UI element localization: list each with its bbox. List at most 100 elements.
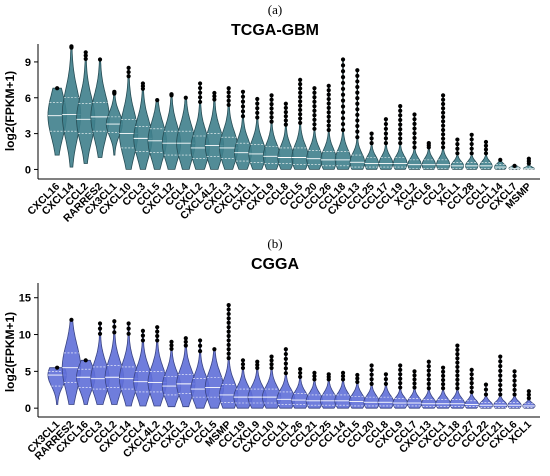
outlier-point <box>412 117 417 122</box>
violin-shape <box>90 59 110 158</box>
outlier-point <box>369 136 374 141</box>
outlier-point <box>455 360 460 365</box>
y-tick-label: 0 <box>25 164 31 176</box>
outlier-point <box>298 99 303 104</box>
outlier-point <box>140 338 146 343</box>
outlier-point <box>97 57 103 62</box>
outlier-point <box>483 387 489 392</box>
outlier-point <box>469 146 474 151</box>
outlier-point <box>255 96 260 102</box>
outlier-point <box>240 89 246 94</box>
outlier-point <box>426 359 431 364</box>
outlier-point <box>483 392 489 397</box>
outlier-point <box>298 86 303 91</box>
outlier-point <box>355 118 360 123</box>
outlier-point <box>383 126 389 131</box>
outlier-point <box>212 94 217 99</box>
outlier-point <box>169 346 174 351</box>
outlier-point <box>240 104 246 109</box>
outlier-point <box>312 90 317 95</box>
outlier-point <box>283 114 288 119</box>
outlier-point <box>512 369 517 374</box>
outlier-point <box>326 101 331 106</box>
outlier-point <box>226 90 231 95</box>
violin-shape <box>61 319 82 405</box>
outlier-point <box>55 86 60 91</box>
outlier-point <box>440 369 446 374</box>
outlier-point <box>269 358 274 363</box>
outlier-point <box>155 329 160 334</box>
outlier-point <box>197 99 203 105</box>
outlier-point <box>455 347 460 352</box>
outlier-point <box>383 121 389 127</box>
outlier-point <box>97 321 103 326</box>
outlier-point <box>526 389 531 394</box>
outlier-point <box>169 343 174 348</box>
outlier-point <box>183 343 188 348</box>
outlier-point <box>326 123 331 128</box>
outlier-point <box>340 116 346 121</box>
outlier-point <box>197 90 203 95</box>
outlier-point <box>283 101 288 106</box>
outlier-point <box>440 132 446 137</box>
outlier-point <box>340 75 346 80</box>
outlier-point <box>440 145 446 150</box>
outlier-point <box>126 65 131 70</box>
outlier-point <box>498 157 503 162</box>
outlier-point <box>398 127 403 132</box>
outlier-point <box>383 136 389 141</box>
outlier-point <box>398 122 403 127</box>
outlier-point <box>126 321 131 326</box>
outlier-point <box>298 90 303 95</box>
outlier-point <box>340 370 346 375</box>
outlier-point <box>455 137 460 142</box>
outlier-point <box>340 127 346 133</box>
outlier-point <box>326 372 331 377</box>
outlier-point <box>269 362 274 367</box>
outlier-point <box>440 377 446 383</box>
outlier-point <box>383 376 389 382</box>
outlier-point <box>240 362 246 367</box>
outlier-point <box>355 84 360 90</box>
outlier-point <box>426 372 431 378</box>
outlier-point <box>212 90 217 96</box>
outlier-point <box>226 94 231 99</box>
outlier-point <box>469 141 474 147</box>
outlier-point <box>440 382 446 387</box>
outlier-point <box>398 381 403 386</box>
outlier-point <box>83 56 88 62</box>
outlier-point <box>355 90 360 95</box>
outlier-point <box>269 102 274 107</box>
outlier-point <box>226 333 231 339</box>
outlier-point <box>498 387 503 392</box>
outlier-point <box>398 372 403 377</box>
outlier-point <box>255 101 260 106</box>
outlier-point <box>112 324 117 329</box>
outlier-point <box>255 362 260 368</box>
panel-label: (b) <box>267 236 282 251</box>
outlier-point <box>312 95 317 100</box>
outlier-point <box>255 110 260 115</box>
outlier-point <box>197 349 203 354</box>
outlier-point <box>312 374 317 379</box>
outlier-point <box>440 93 446 98</box>
outlier-point <box>340 86 346 92</box>
violin-shape <box>47 367 67 405</box>
outlier-point <box>398 367 403 372</box>
outlier-point <box>226 311 231 317</box>
outlier-point <box>498 378 503 383</box>
outlier-point <box>269 97 274 102</box>
outlier-point <box>512 163 517 168</box>
outlier-point <box>526 392 531 397</box>
outlier-point <box>326 110 331 115</box>
outlier-point <box>440 106 446 111</box>
outlier-point <box>240 99 246 104</box>
outlier-point <box>298 77 303 82</box>
outlier-point <box>426 368 431 373</box>
outlier-point <box>498 364 503 369</box>
outlier-point <box>383 381 389 386</box>
outlier-point <box>398 104 403 109</box>
outlier-point <box>340 110 346 115</box>
outlier-point <box>298 107 303 113</box>
outlier-point <box>412 131 417 136</box>
